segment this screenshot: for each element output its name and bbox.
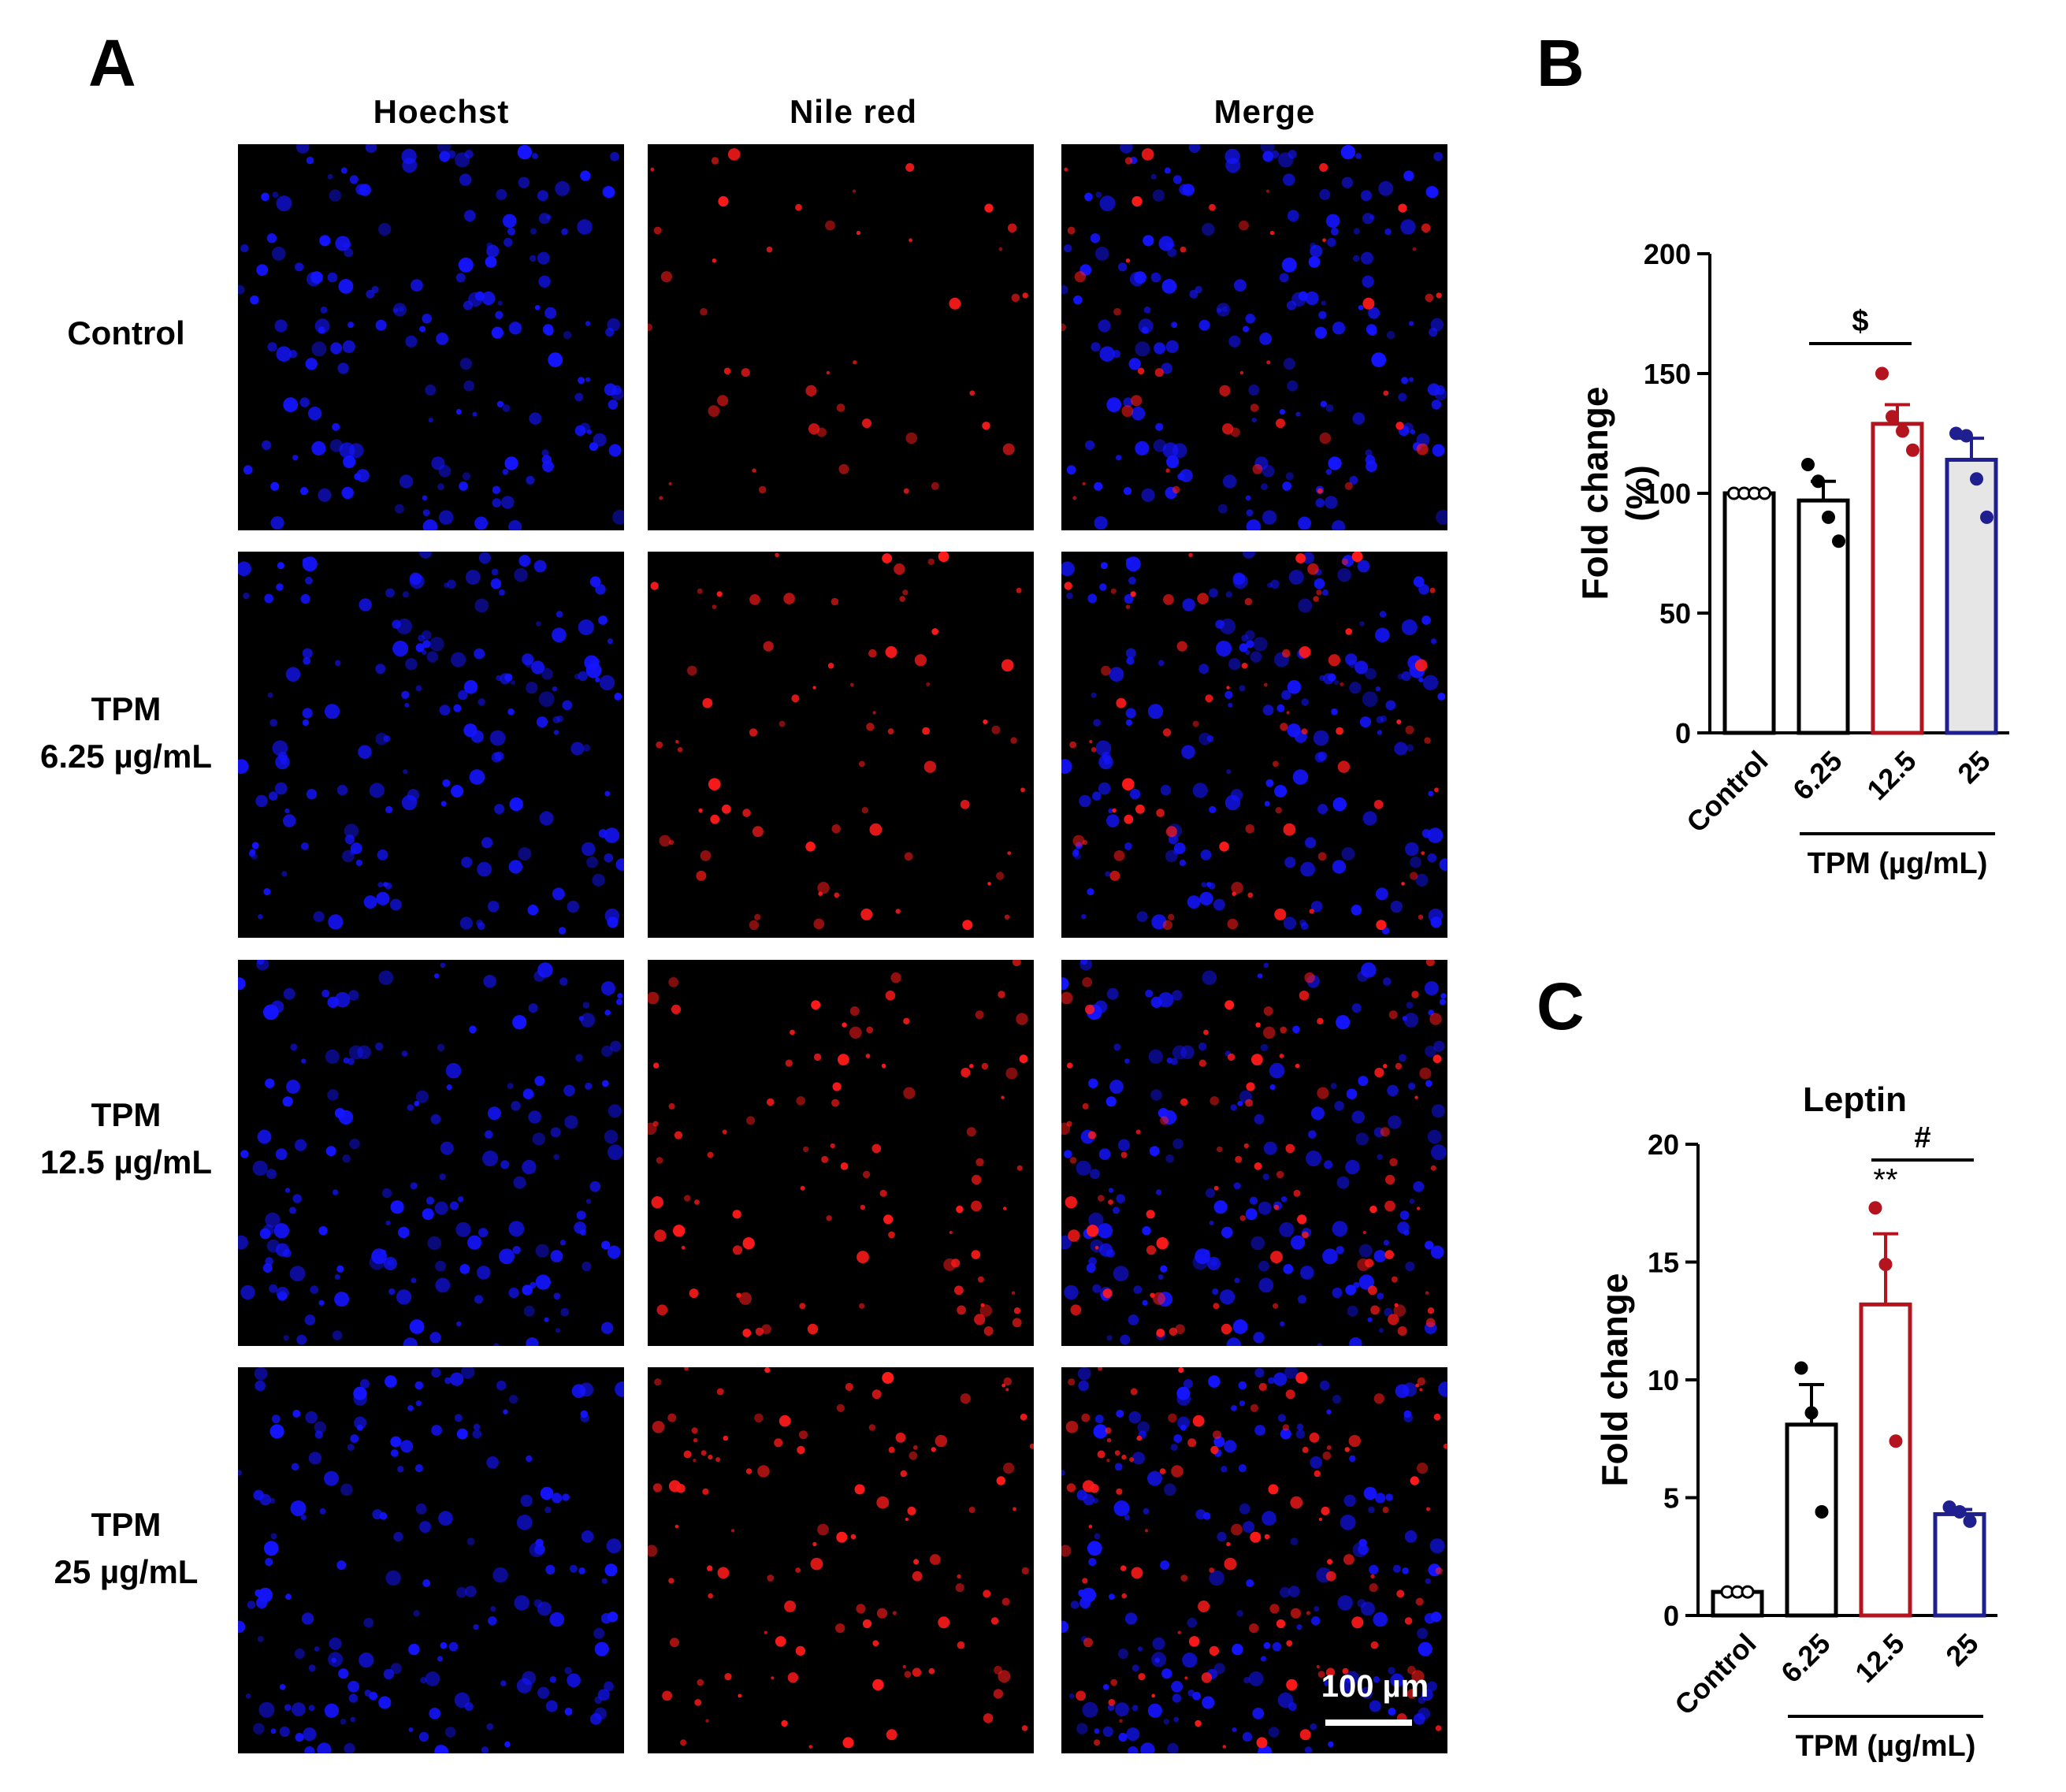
x-tick-label: 25	[1939, 1627, 1984, 1672]
x-tick-label: 12.5	[1849, 1627, 1911, 1690]
data-point	[1878, 1257, 1893, 1271]
group-label: TPM (µg/mL)	[1796, 1730, 1976, 1763]
x-tick-label: Control	[1668, 1627, 1762, 1721]
data-point	[1875, 366, 1889, 381]
micrograph-r2-c1	[648, 960, 1034, 1346]
data-point	[1906, 443, 1919, 457]
row-label-tpm-25: TPM 25 µg/mL	[54, 1506, 199, 1590]
y-tick-label: 20	[1648, 1128, 1679, 1161]
data-point	[1794, 1361, 1808, 1375]
significance-label: #	[1914, 1121, 1930, 1154]
bar-25	[1933, 1511, 1986, 1618]
column-header-hoechst: Hoechst	[373, 93, 510, 130]
data-point	[1758, 486, 1771, 500]
micrograph-r0-c0	[238, 144, 624, 530]
y-tick-label: 0	[1675, 717, 1691, 749]
micrograph-r1-c1	[648, 552, 1034, 938]
data-point	[1822, 510, 1835, 524]
y-axis-label: Fold change	[1594, 1273, 1635, 1487]
y-tick-label: 5	[1663, 1482, 1679, 1515]
row-label-tpm-12-5: TPM 12.5 µg/mL	[40, 1096, 212, 1180]
y-tick-label: 100	[1644, 478, 1691, 510]
x-tick-label: 25	[1951, 745, 1996, 790]
x-tick-label: 6.25	[1774, 1627, 1837, 1690]
significance-label: $	[1852, 305, 1868, 338]
chart-title: Leptin	[1803, 1080, 1907, 1119]
bar-25	[1945, 457, 1998, 735]
micrograph-r1-c0	[238, 552, 624, 938]
micrograph-r2-c2	[1061, 960, 1447, 1346]
data-point	[1896, 424, 1909, 438]
micrograph-r0-c2	[1061, 144, 1447, 530]
chart-b: Fold change (%) 0 50 100 150 200 Control 6.25 12.…	[1574, 238, 2009, 880]
x-tick-label: 12.5	[1860, 745, 1923, 807]
row-label-control: Control	[67, 314, 185, 351]
data-point	[1980, 510, 1994, 524]
significance-label: **	[1873, 1163, 1897, 1198]
data-point	[1741, 1585, 1755, 1599]
y-axis-label-unit: (%)	[1618, 465, 1659, 522]
y-tick-label: 15	[1648, 1247, 1679, 1279]
data-point	[1804, 1406, 1819, 1420]
micrograph-r3-c1	[648, 1367, 1034, 1753]
micrograph-r2-c0	[238, 960, 624, 1346]
bar-12.5	[1871, 422, 1924, 735]
bar-12.5	[1859, 1302, 1912, 1618]
data-point	[1960, 429, 1973, 443]
x-tick-label: 6.25	[1786, 745, 1849, 807]
data-point	[1889, 1434, 1903, 1448]
micrograph-r1-c2	[1061, 552, 1447, 938]
panel-b-letter: B	[1536, 26, 1585, 100]
data-point	[1868, 1201, 1882, 1215]
y-tick-label: 0	[1663, 1600, 1679, 1632]
scale-bar-label: 100 µm	[1321, 1669, 1429, 1704]
bar-6.25	[1785, 1422, 1838, 1618]
data-point	[1953, 1504, 1967, 1519]
panel-a-letter: A	[88, 26, 136, 100]
data-point	[1811, 474, 1825, 489]
x-tick-label: Control	[1680, 745, 1774, 838]
column-header-nile-red: Nile red	[789, 93, 918, 130]
micrograph-r0-c1	[648, 144, 1034, 530]
y-tick-label: 150	[1644, 358, 1691, 390]
data-point	[1832, 534, 1845, 548]
micrograph-r3-c2	[1061, 1367, 1447, 1753]
group-label: TPM (µg/mL)	[1808, 847, 1988, 880]
column-header-merge: Merge	[1213, 93, 1316, 130]
y-tick-label: 10	[1648, 1364, 1679, 1396]
y-tick-label: 200	[1644, 238, 1691, 270]
data-point	[1963, 1514, 1977, 1528]
data-point	[1801, 458, 1815, 472]
scale-bar	[1325, 1720, 1412, 1726]
panel-c-letter: C	[1536, 969, 1585, 1043]
micrograph-r3-c0	[238, 1367, 624, 1753]
chart-c: Leptin Fold change 0 5 10 15 20 Control 6.25 ** 12…	[1594, 1080, 1997, 1763]
y-axis-label: Fold change	[1574, 387, 1615, 600]
data-point	[1886, 410, 1899, 424]
y-tick-label: 50	[1659, 597, 1691, 630]
row-label-tpm-6-25: TPM 6.25 µg/mL	[40, 690, 212, 775]
data-point	[1970, 472, 1983, 486]
bar-Control	[1722, 491, 1776, 735]
data-point	[1815, 1504, 1829, 1519]
